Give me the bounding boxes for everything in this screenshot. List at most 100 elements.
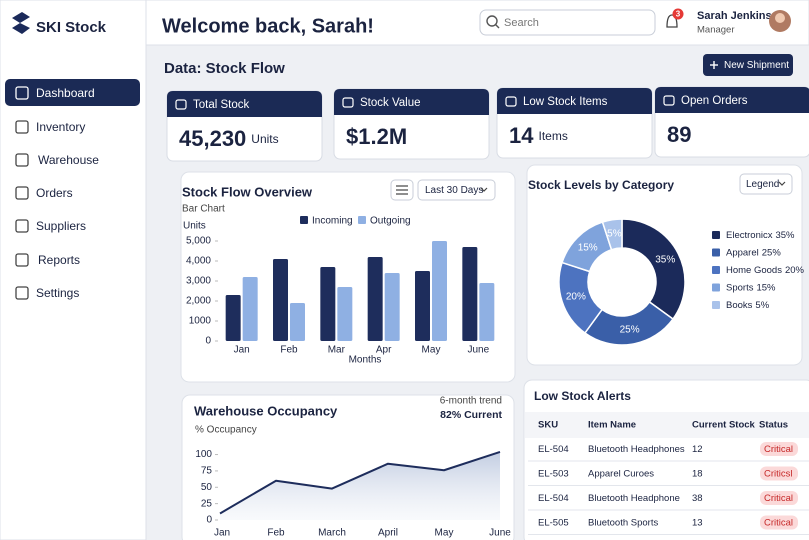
segment-label: 35%: [655, 255, 675, 266]
y-tick-label: 100: [195, 449, 212, 460]
nav-item[interactable]: Settings: [36, 286, 79, 300]
kpi-unit: Items: [538, 129, 567, 143]
status-text: Critical: [764, 444, 793, 455]
kpi-value: $1.2M: [346, 124, 407, 149]
chevron: [480, 187, 488, 192]
legend-value: 20%: [785, 265, 805, 276]
page-title: Data: Stock Flow: [164, 60, 285, 77]
legend-name: Apparel: [726, 247, 759, 258]
nav-icon: [15, 253, 29, 267]
kpi-label: Stock Value: [360, 97, 421, 109]
new-shipment-button[interactable]: [703, 54, 793, 76]
x-tick-label: June: [489, 528, 511, 539]
legend-value: 15%: [756, 282, 776, 293]
avatar: [775, 13, 785, 23]
kpi-header: [167, 91, 322, 117]
date-filter-label: Last 30 Days: [425, 185, 483, 196]
legend-value: 35%: [775, 230, 795, 241]
trend-note: 6-month trend: [440, 396, 502, 407]
x-tick-label: May: [435, 528, 454, 539]
kpi-header: [334, 89, 489, 115]
x-tick-label: Mar: [328, 345, 346, 356]
bar: [225, 295, 241, 341]
stock-flow-card: [180, 171, 516, 383]
status-badge: [760, 442, 798, 456]
chart-subtitle: % Occupancy: [195, 425, 257, 436]
table-cell: 13: [692, 518, 703, 529]
donut-segment: [601, 218, 623, 251]
kpi-icon: [505, 96, 517, 107]
x-tick-label: June: [467, 345, 489, 356]
kpi-value-line: 89: [667, 122, 691, 147]
legend-value: 5%: [755, 300, 769, 311]
x-tick-label: Feb: [280, 345, 298, 356]
column-header: SKU: [538, 420, 558, 431]
legend-button[interactable]: [739, 173, 793, 195]
occupancy-line: [219, 450, 501, 515]
y-tick-label: 50: [201, 482, 213, 493]
bar: [432, 241, 447, 341]
kpi-value-line: $1.2M: [346, 124, 407, 149]
legend-swatch: [712, 283, 720, 292]
legend-label: Outgoing: [370, 216, 411, 227]
search-box[interactable]: [479, 9, 656, 36]
x-tick-label: Apr: [376, 345, 392, 356]
nav-item[interactable]: Dashboard: [36, 86, 95, 100]
nav-active-bg: [5, 79, 140, 106]
bar: [384, 273, 400, 341]
y-tick-label: 4,000: [186, 256, 211, 267]
welcome-title: Welcome back, Sarah!: [162, 15, 374, 37]
legend-entry: Books 5%: [726, 300, 770, 311]
status-badge: [760, 515, 798, 530]
nav-item[interactable]: Reports: [38, 253, 80, 267]
chart-title: Stock Levels by Category: [528, 178, 674, 192]
donut-segment: [621, 218, 686, 321]
kpi-value: 14: [509, 123, 534, 148]
x-tick-label: Jan: [234, 345, 250, 356]
segment-label: 20%: [566, 292, 586, 303]
bar: [290, 303, 305, 341]
kpi-label: Total Stock: [193, 99, 249, 111]
legend-entry: Home Goods 20%: [726, 265, 805, 276]
nav-icon: [15, 153, 29, 167]
status-text: Criticsl: [764, 469, 793, 480]
legend-swatch: [358, 216, 366, 224]
table-cell: EL-505: [538, 518, 569, 529]
kpi-value: 89: [667, 122, 691, 147]
date-filter[interactable]: [417, 179, 496, 201]
nav-item[interactable]: Orders: [36, 186, 73, 200]
legend-name: Electronicx: [726, 230, 773, 241]
kpi-unit: Units: [251, 132, 278, 146]
y-tick-label: 25: [201, 498, 213, 509]
status-text: Critical: [764, 518, 793, 529]
user-role: Manager: [697, 25, 735, 36]
topbar: [145, 0, 809, 46]
nav-icon: [15, 286, 29, 300]
legend-entry: Sports 15%: [726, 282, 776, 293]
kpi-icon: [342, 97, 354, 108]
legend-name: Home Goods: [726, 265, 782, 276]
x-tick-label: Jan: [214, 528, 230, 539]
status-badge: [760, 491, 798, 505]
bar: [479, 283, 495, 341]
new-shipment-label: New Shipment: [724, 60, 789, 71]
bell-icon[interactable]: [666, 14, 678, 28]
legend-swatch: [712, 248, 720, 257]
y-axis-label: Units: [183, 221, 206, 232]
legend-label: Incoming: [312, 216, 353, 227]
segment-label: 5%: [607, 229, 622, 240]
column-header: Item Name: [588, 420, 636, 431]
table-cell: EL-503: [538, 469, 569, 480]
nav-item[interactable]: Warehouse: [38, 153, 99, 167]
bar: [462, 247, 478, 341]
nav-item[interactable]: Inventory: [36, 120, 85, 134]
nav-item[interactable]: Suppliers: [36, 219, 86, 233]
kpi-label: Low Stock Items: [523, 96, 608, 108]
user-name: Sarah Jenkins: [697, 10, 772, 22]
legend-name: Books: [726, 300, 753, 311]
table-cell: Bluetooth Sports: [588, 518, 658, 529]
y-tick-label: 2,000: [186, 296, 211, 307]
y-tick-label: 5,000: [186, 236, 211, 247]
kpi-label: Open Orders: [681, 95, 748, 107]
search-icon: [495, 24, 500, 29]
